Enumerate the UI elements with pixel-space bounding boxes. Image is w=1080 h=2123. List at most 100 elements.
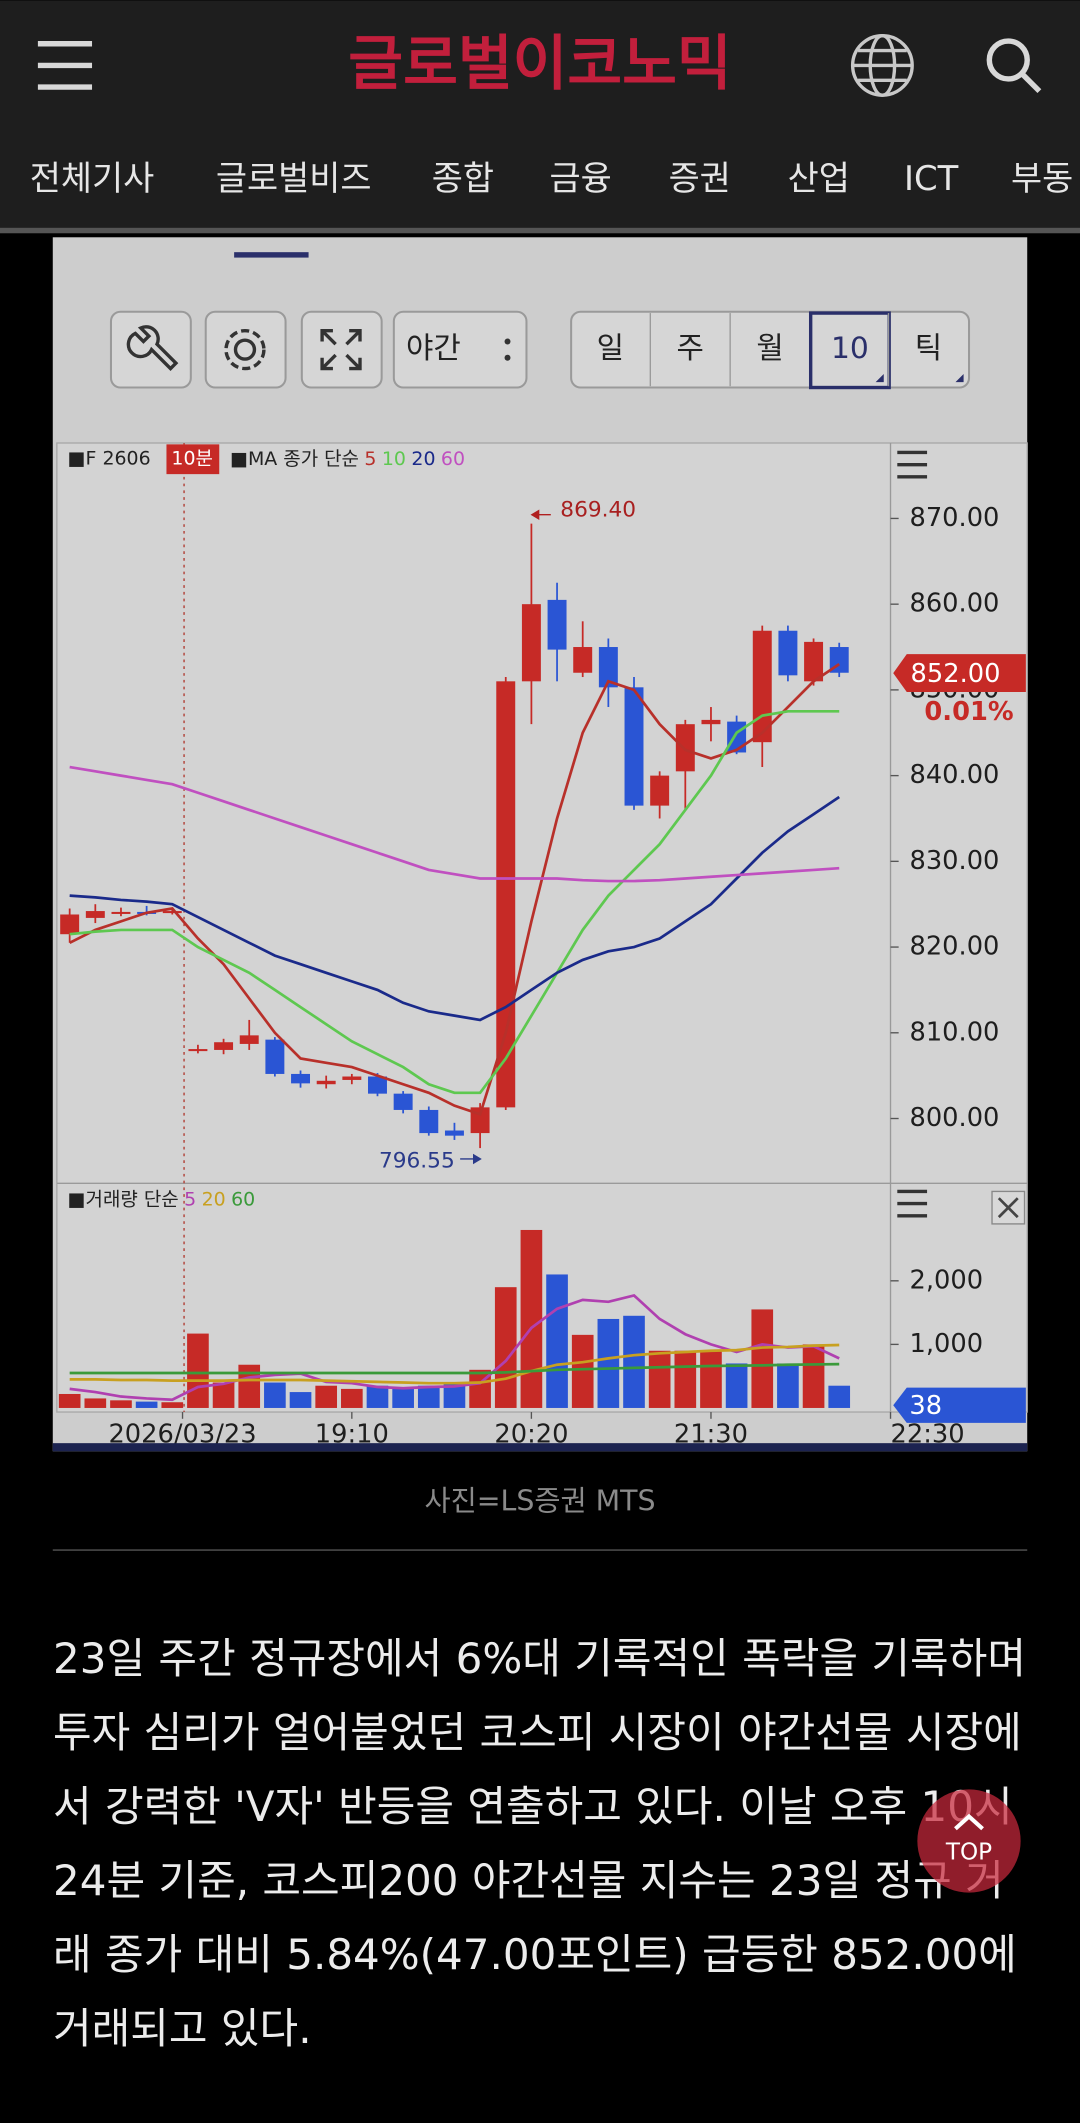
nav-item[interactable]: 전체기사 <box>30 159 155 198</box>
candle-body <box>342 1076 362 1080</box>
nav-item[interactable]: 종합 <box>432 159 494 198</box>
legend-ma-period: 10 <box>382 448 406 470</box>
logo[interactable]: 글로벌이코노믹 <box>348 30 731 99</box>
candle-body <box>496 681 516 1108</box>
volume-bar <box>289 1392 312 1408</box>
candle-body <box>368 1076 387 1094</box>
ma-line <box>69 1343 840 1385</box>
candle-body <box>650 775 670 806</box>
y-tick-label: 820.00 <box>909 932 999 962</box>
volume-bar <box>700 1350 722 1408</box>
wrench-icon <box>126 325 179 371</box>
legend-ma: ■MA 종가 단순 5 10 20 60 <box>230 448 465 470</box>
candle-body <box>60 914 80 935</box>
top-circle[interactable] <box>917 1789 1021 1893</box>
tool-button[interactable] <box>204 310 287 389</box>
interval-badge <box>166 444 220 475</box>
volume-bar <box>341 1388 363 1408</box>
legend-ma-period: 20 <box>411 448 435 470</box>
volume-tick-label: 2,000 <box>909 1265 983 1295</box>
volume-bar <box>623 1315 645 1408</box>
ma-line <box>69 709 840 1095</box>
tab-underline <box>234 252 309 258</box>
search-icon[interactable] <box>986 38 1042 94</box>
candle-body <box>214 1042 234 1050</box>
header-bg <box>0 0 1080 234</box>
volume-bar <box>571 1334 594 1408</box>
volume-bar <box>58 1393 81 1408</box>
period-button[interactable]: 틱 <box>915 331 942 366</box>
price-tag <box>893 654 1026 693</box>
volume-bar <box>546 1274 568 1408</box>
current-volume: 38 <box>909 1391 942 1421</box>
candle-body <box>162 911 182 914</box>
nav-item[interactable]: 증권 <box>669 159 731 198</box>
tool-button[interactable] <box>570 310 971 389</box>
low-pointer <box>460 1153 482 1165</box>
candle-body <box>804 641 824 682</box>
legend-interval: 10분 <box>171 448 213 470</box>
volume-bar <box>264 1382 286 1408</box>
dropdown-dot <box>504 338 511 345</box>
legend-ma-period: 60 <box>441 448 465 470</box>
period-button[interactable]: 10 <box>831 331 869 366</box>
volume-bar <box>802 1344 825 1408</box>
candle-body <box>188 1049 208 1052</box>
ma-line <box>69 1362 840 1375</box>
caption: 사진=LS증권 MTS <box>424 1485 655 1518</box>
candle-body <box>727 721 747 753</box>
legend-ma-period: 5 <box>364 448 376 470</box>
session-label[interactable]: 야간 <box>406 331 461 366</box>
nav-item[interactable]: 글로벌비즈 <box>216 159 372 198</box>
candle-body <box>265 1039 285 1074</box>
tool-button[interactable] <box>392 310 528 389</box>
legend-volume-period: 20 <box>202 1188 226 1210</box>
current-price: 852.00 <box>911 659 1001 689</box>
volume-bar <box>597 1318 620 1408</box>
period-button[interactable]: 주 <box>677 331 704 366</box>
candle-body <box>598 647 618 688</box>
tool-button[interactable] <box>300 310 383 389</box>
menu-icon[interactable] <box>897 450 928 1218</box>
candle-body <box>316 1080 336 1085</box>
nav-item[interactable]: ICT <box>904 159 959 198</box>
candle-body <box>521 604 541 682</box>
low-label: 796.55 <box>379 1149 455 1174</box>
top-button[interactable]: TOP <box>916 1788 1022 1894</box>
candle-body <box>85 911 105 918</box>
candle-body <box>778 630 798 676</box>
menu-icon[interactable] <box>37 41 93 90</box>
nav-border <box>0 227 1080 234</box>
legend-volume-period: 60 <box>231 1188 255 1210</box>
legend-volume-period: 5 <box>184 1188 196 1210</box>
nav-item[interactable]: 산업 <box>788 159 850 198</box>
volume-bar <box>238 1364 261 1408</box>
y-tick-label: 870.00 <box>909 503 999 533</box>
volume-tag <box>893 1387 1026 1423</box>
period-button[interactable]: 일 <box>597 331 624 366</box>
globe-icon[interactable] <box>850 33 914 97</box>
close-icon[interactable] <box>991 1190 1026 1225</box>
volume-bar <box>392 1388 414 1408</box>
top-label[interactable]: TOP <box>945 1840 992 1866</box>
volume-bar <box>110 1400 132 1408</box>
volume-bar <box>187 1333 209 1408</box>
ma-line <box>69 765 840 883</box>
period-button[interactable]: 월 <box>756 331 783 366</box>
candle-body <box>675 724 695 772</box>
top-arrow <box>954 1813 984 1831</box>
nav-item[interactable]: 금융 <box>549 159 611 198</box>
y-tick-label: 840.00 <box>909 760 999 790</box>
y-tick-label: 830.00 <box>909 846 999 876</box>
volume-bar <box>366 1385 389 1408</box>
gear-icon <box>233 338 257 361</box>
volume-bar <box>417 1385 440 1408</box>
plot: ■F 2606 10분 ■MA 종가 단순 5 10 20 60■거래량 단순 5 20 6087… <box>58 444 1026 1450</box>
candle-body <box>111 911 131 914</box>
y-tick-label: 810.00 <box>909 1017 999 1047</box>
legend-ma-title: ■MA 종가 단순 <box>230 448 359 470</box>
volume-bar <box>751 1309 774 1408</box>
nav-item[interactable]: 부동 <box>1011 159 1073 198</box>
